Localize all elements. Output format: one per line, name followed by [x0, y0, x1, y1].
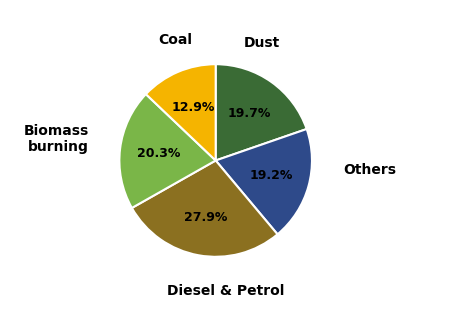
Text: Biomass
burning: Biomass burning: [23, 124, 89, 154]
Text: 19.2%: 19.2%: [250, 169, 293, 182]
Text: 19.7%: 19.7%: [228, 107, 271, 120]
Wedge shape: [216, 129, 312, 234]
Text: Coal: Coal: [158, 33, 192, 47]
Text: 20.3%: 20.3%: [137, 147, 180, 160]
Text: Diesel & Petrol: Diesel & Petrol: [167, 283, 284, 298]
Text: 27.9%: 27.9%: [184, 211, 227, 224]
Wedge shape: [132, 160, 277, 257]
Wedge shape: [146, 64, 216, 160]
Wedge shape: [216, 64, 307, 160]
Text: Dust: Dust: [244, 36, 280, 50]
Text: 12.9%: 12.9%: [171, 101, 215, 114]
Text: Others: Others: [343, 163, 396, 177]
Wedge shape: [119, 94, 216, 208]
